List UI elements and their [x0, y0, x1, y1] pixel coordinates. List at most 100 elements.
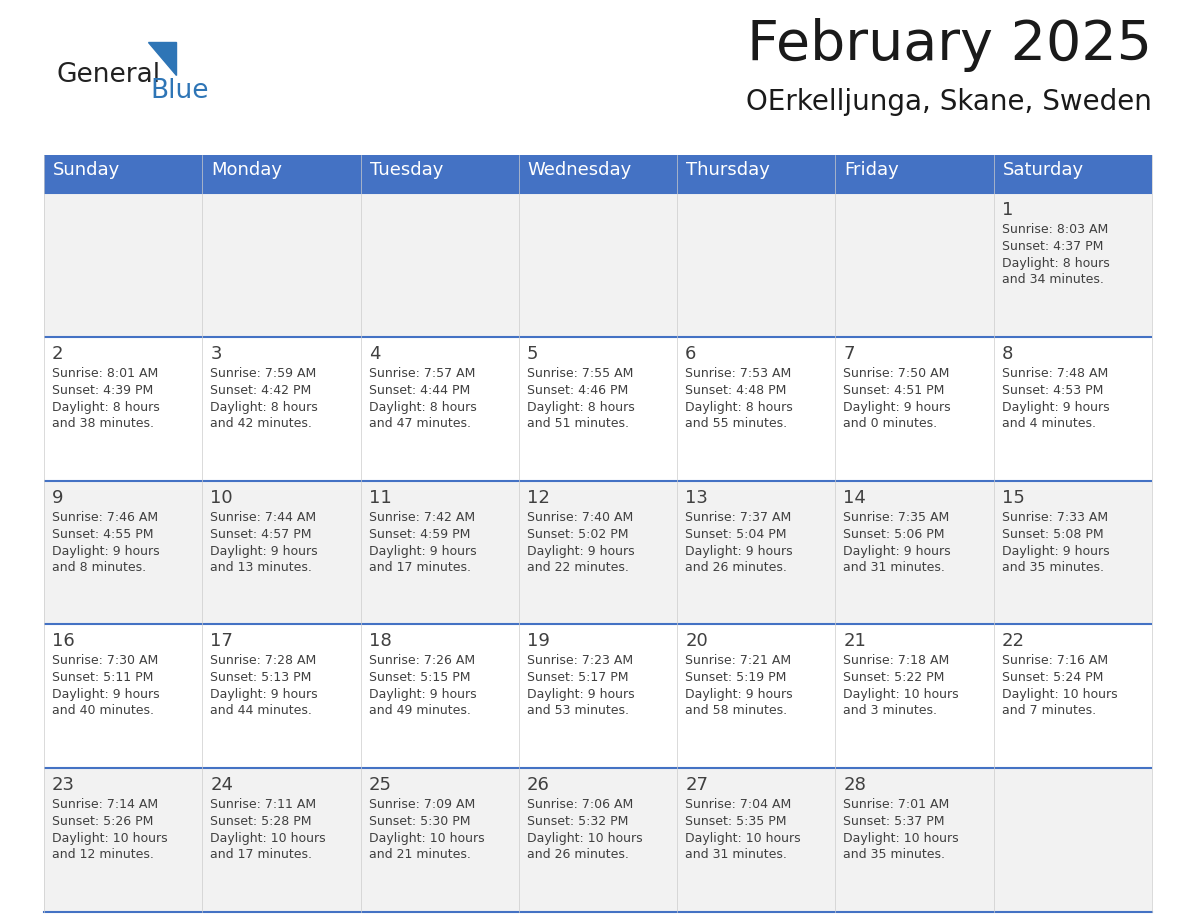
Bar	[202, 624, 361, 768]
Text: and 55 minutes.: and 55 minutes.	[685, 417, 788, 430]
Text: Daylight: 8 hours: Daylight: 8 hours	[52, 401, 159, 414]
Bar	[519, 768, 677, 912]
Bar	[835, 193, 993, 337]
Text: and 51 minutes.: and 51 minutes.	[526, 417, 628, 430]
Bar	[519, 337, 677, 481]
Bar	[677, 155, 835, 193]
Bar	[202, 155, 361, 193]
Text: and 42 minutes.: and 42 minutes.	[210, 417, 312, 430]
Text: and 38 minutes.: and 38 minutes.	[52, 417, 154, 430]
Text: and 22 minutes.: and 22 minutes.	[526, 561, 628, 574]
Bar	[44, 768, 202, 912]
Text: 28: 28	[843, 777, 866, 794]
Text: and 31 minutes.: and 31 minutes.	[843, 561, 946, 574]
Bar	[519, 155, 677, 193]
Text: 4: 4	[368, 345, 380, 363]
Text: Sunrise: 7:09 AM: Sunrise: 7:09 AM	[368, 798, 475, 812]
Text: 22: 22	[1001, 633, 1025, 650]
Bar	[361, 155, 519, 193]
Bar	[361, 481, 519, 624]
Bar	[202, 481, 361, 624]
Text: Sunset: 5:32 PM: Sunset: 5:32 PM	[526, 815, 628, 828]
Text: 7: 7	[843, 345, 855, 363]
Text: Sunrise: 7:28 AM: Sunrise: 7:28 AM	[210, 655, 316, 667]
Bar	[993, 337, 1152, 481]
Text: and 17 minutes.: and 17 minutes.	[210, 848, 312, 861]
Text: 18: 18	[368, 633, 391, 650]
Text: Daylight: 9 hours: Daylight: 9 hours	[685, 688, 792, 701]
Text: 1: 1	[1001, 201, 1013, 219]
Text: Daylight: 8 hours: Daylight: 8 hours	[685, 401, 792, 414]
Text: Daylight: 10 hours: Daylight: 10 hours	[843, 688, 959, 701]
Text: Sunrise: 7:01 AM: Sunrise: 7:01 AM	[843, 798, 949, 812]
Text: and 47 minutes.: and 47 minutes.	[368, 417, 470, 430]
Text: Wednesday: Wednesday	[527, 161, 632, 179]
Text: 25: 25	[368, 777, 392, 794]
Text: Sunrise: 7:18 AM: Sunrise: 7:18 AM	[843, 655, 949, 667]
Bar	[519, 624, 677, 768]
Text: Sunset: 5:11 PM: Sunset: 5:11 PM	[52, 671, 153, 685]
Text: Sunrise: 7:55 AM: Sunrise: 7:55 AM	[526, 367, 633, 380]
Text: and 0 minutes.: and 0 minutes.	[843, 417, 937, 430]
Text: 8: 8	[1001, 345, 1013, 363]
Text: 12: 12	[526, 488, 550, 507]
Text: 27: 27	[685, 777, 708, 794]
Bar	[202, 337, 361, 481]
Text: Sunset: 4:42 PM: Sunset: 4:42 PM	[210, 384, 311, 397]
Text: Daylight: 9 hours: Daylight: 9 hours	[210, 688, 318, 701]
Text: Sunset: 5:24 PM: Sunset: 5:24 PM	[1001, 671, 1104, 685]
Text: Sunrise: 8:03 AM: Sunrise: 8:03 AM	[1001, 223, 1108, 236]
Text: 3: 3	[210, 345, 222, 363]
Text: Sunset: 4:57 PM: Sunset: 4:57 PM	[210, 528, 311, 541]
Text: Daylight: 10 hours: Daylight: 10 hours	[210, 833, 326, 845]
Text: Daylight: 9 hours: Daylight: 9 hours	[210, 544, 318, 557]
Text: Daylight: 8 hours: Daylight: 8 hours	[1001, 257, 1110, 270]
Bar	[361, 768, 519, 912]
Text: Daylight: 9 hours: Daylight: 9 hours	[52, 544, 159, 557]
Text: and 13 minutes.: and 13 minutes.	[210, 561, 312, 574]
Text: Daylight: 9 hours: Daylight: 9 hours	[843, 401, 952, 414]
Text: Daylight: 8 hours: Daylight: 8 hours	[210, 401, 318, 414]
Text: 16: 16	[52, 633, 75, 650]
Bar	[361, 337, 519, 481]
Bar	[44, 481, 202, 624]
Text: 23: 23	[52, 777, 75, 794]
Text: Sunrise: 7:46 AM: Sunrise: 7:46 AM	[52, 510, 158, 523]
Text: 26: 26	[526, 777, 550, 794]
Text: Sunrise: 7:53 AM: Sunrise: 7:53 AM	[685, 367, 791, 380]
Text: Sunrise: 7:14 AM: Sunrise: 7:14 AM	[52, 798, 158, 812]
Bar	[202, 193, 361, 337]
Text: Daylight: 10 hours: Daylight: 10 hours	[526, 833, 643, 845]
Text: Daylight: 9 hours: Daylight: 9 hours	[368, 544, 476, 557]
Text: Sunset: 5:37 PM: Sunset: 5:37 PM	[843, 815, 944, 828]
Text: and 17 minutes.: and 17 minutes.	[368, 561, 470, 574]
Text: and 21 minutes.: and 21 minutes.	[368, 848, 470, 861]
Text: and 58 minutes.: and 58 minutes.	[685, 704, 788, 717]
Text: Sunrise: 8:01 AM: Sunrise: 8:01 AM	[52, 367, 158, 380]
Bar	[202, 768, 361, 912]
Bar	[677, 337, 835, 481]
Text: and 34 minutes.: and 34 minutes.	[1001, 273, 1104, 286]
Text: Sunrise: 7:11 AM: Sunrise: 7:11 AM	[210, 798, 316, 812]
Bar	[993, 768, 1152, 912]
Text: Sunset: 4:55 PM: Sunset: 4:55 PM	[52, 528, 153, 541]
Text: Sunrise: 7:42 AM: Sunrise: 7:42 AM	[368, 510, 475, 523]
Text: Sunset: 5:08 PM: Sunset: 5:08 PM	[1001, 528, 1104, 541]
Text: Sunset: 4:44 PM: Sunset: 4:44 PM	[368, 384, 469, 397]
Text: 14: 14	[843, 488, 866, 507]
Text: Daylight: 9 hours: Daylight: 9 hours	[685, 544, 792, 557]
Bar	[519, 193, 677, 337]
Bar	[361, 624, 519, 768]
Text: Sunrise: 7:33 AM: Sunrise: 7:33 AM	[1001, 510, 1108, 523]
Bar	[835, 624, 993, 768]
Text: and 40 minutes.: and 40 minutes.	[52, 704, 154, 717]
Text: 10: 10	[210, 488, 233, 507]
Text: Blue: Blue	[150, 78, 209, 104]
Text: Daylight: 8 hours: Daylight: 8 hours	[368, 401, 476, 414]
Text: Sunset: 5:02 PM: Sunset: 5:02 PM	[526, 528, 628, 541]
Text: and 31 minutes.: and 31 minutes.	[685, 848, 786, 861]
Text: Daylight: 10 hours: Daylight: 10 hours	[368, 833, 485, 845]
Text: and 49 minutes.: and 49 minutes.	[368, 704, 470, 717]
Bar	[677, 768, 835, 912]
Text: Sunrise: 7:16 AM: Sunrise: 7:16 AM	[1001, 655, 1108, 667]
